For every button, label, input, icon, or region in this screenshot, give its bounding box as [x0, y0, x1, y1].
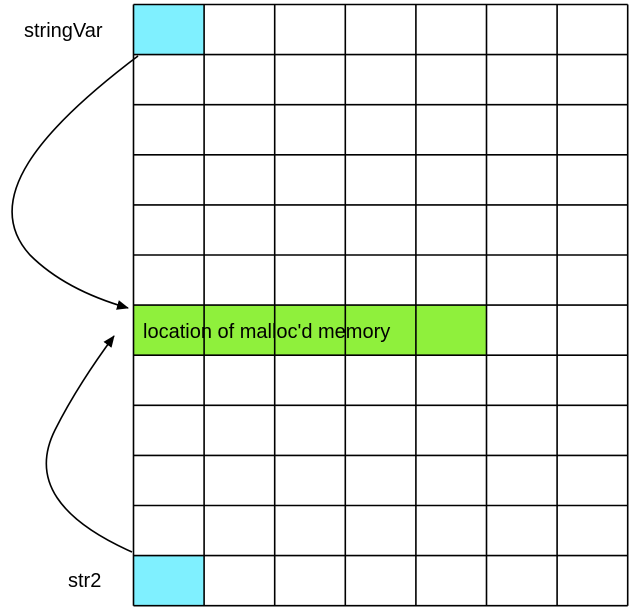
stringvar-label: stringVar [24, 20, 103, 42]
str2-pointer-arrow [45, 335, 133, 553]
malloc-region [133, 305, 487, 356]
str2-cell [133, 555, 205, 606]
memory-grid [132, 3, 629, 607]
str2-label: str2 [68, 570, 101, 592]
highlighted-cells [133, 4, 487, 606]
malloc-region-label: location of malloc'd memory [143, 321, 390, 343]
stringvar-cell [133, 4, 205, 55]
stringvar-pointer-arrow [11, 55, 139, 310]
